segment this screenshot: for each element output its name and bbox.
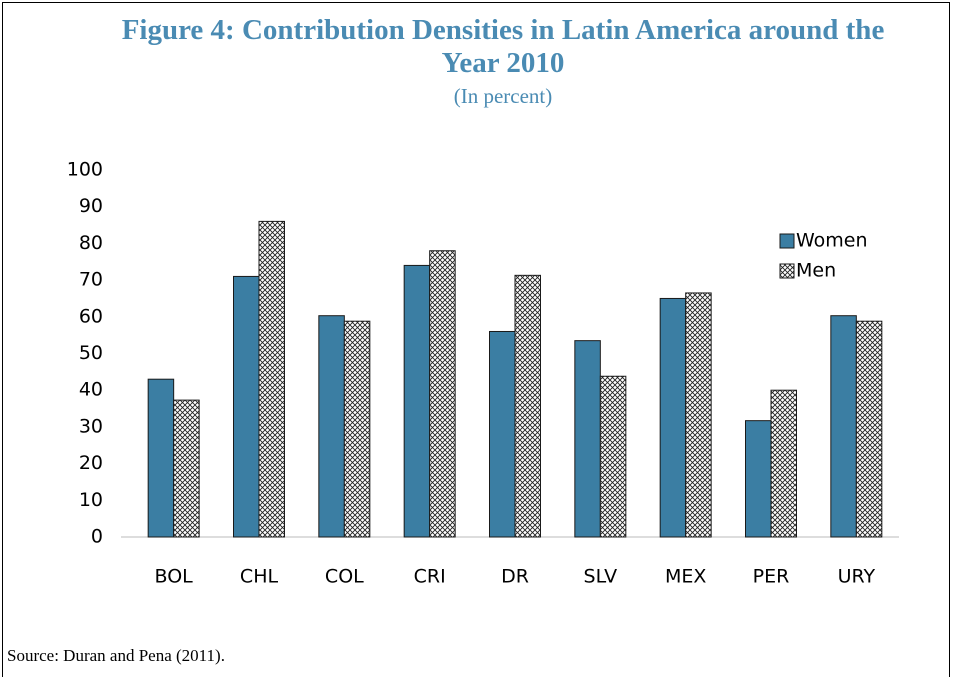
x-tick-label: COL: [325, 566, 364, 588]
bar: [830, 315, 857, 538]
legend-label: Women: [796, 230, 868, 252]
legend-label: Men: [796, 260, 836, 282]
y-tick-label: 60: [79, 305, 103, 327]
y-tick-label: 0: [91, 526, 103, 548]
y-tick-label: 80: [79, 232, 103, 254]
source-note: Source: Duran and Pena (2011).: [7, 646, 225, 665]
bar: [745, 420, 772, 538]
bar: [770, 389, 797, 538]
x-tick-label: SLV: [584, 566, 618, 588]
bar: [173, 399, 200, 538]
bar: [685, 292, 712, 538]
y-tick-label: 50: [79, 342, 103, 364]
x-tick-label: URY: [838, 566, 876, 588]
legend-swatch: [779, 233, 795, 249]
x-tick-label: MEX: [665, 566, 706, 588]
bar: [599, 375, 627, 538]
bar: [574, 340, 601, 538]
chart-title: Figure 4: Contribution Densities in Lati…: [121, 14, 885, 79]
bar: [855, 320, 883, 538]
x-tick-label: PER: [753, 566, 790, 588]
y-tick-label: 90: [79, 195, 103, 217]
bar: [429, 250, 456, 538]
bar: [233, 275, 260, 538]
bar: [318, 315, 345, 538]
x-tick-label: DR: [501, 566, 529, 588]
chart: 0 10 20 30 40 50 60 70 80 90 100 BOL CHL COL CRI DR SLV M…: [67, 159, 899, 588]
bar: [659, 297, 687, 538]
bar: [343, 320, 371, 538]
bar: [489, 330, 516, 538]
chart-subtitle: (In percent): [453, 84, 553, 108]
y-tick-label: 70: [79, 269, 103, 291]
legend-swatch: [779, 263, 795, 279]
y-tick-label: 30: [79, 415, 103, 437]
bar: [258, 220, 285, 538]
bar: [147, 378, 175, 538]
y-tick-label: 10: [79, 489, 103, 511]
bar: [403, 264, 431, 538]
x-tick-label: BOL: [155, 566, 194, 588]
y-tick-label: 100: [67, 159, 103, 181]
y-tick-label: 40: [79, 379, 103, 401]
x-tick-label: CRI: [414, 566, 446, 588]
x-tick-label: CHL: [240, 566, 279, 588]
bar: [514, 274, 541, 538]
y-tick-label: 20: [79, 452, 103, 474]
